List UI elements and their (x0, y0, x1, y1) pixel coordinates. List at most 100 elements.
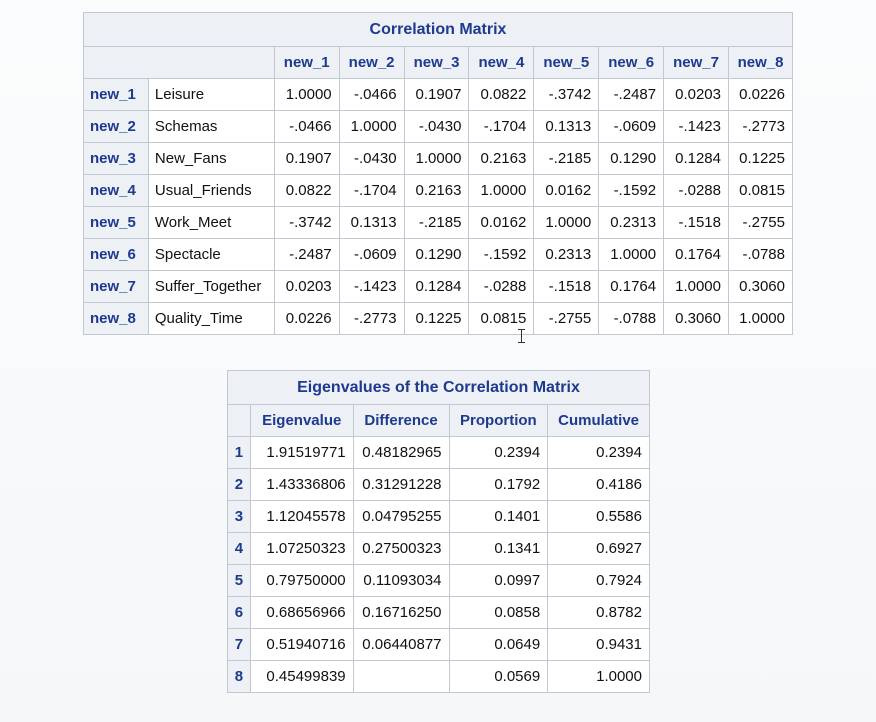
table-row: new_6 Spectacle -.2487 -.0609 0.1290 -.1592 0.… (83, 238, 793, 271)
row-number: 7 (227, 628, 251, 661)
correlation-cell: -.0788 (728, 238, 793, 271)
row-variable-id: new_6 (83, 238, 149, 271)
eigen-cell: 0.31291228 (352, 468, 450, 501)
correlation-cell: 0.1907 (273, 142, 340, 175)
eigen-cell: 0.68656966 (249, 596, 354, 629)
row-variable-label: Work_Meet (147, 206, 275, 239)
correlation-cell: -.1518 (663, 206, 729, 239)
table-row: 3 1.12045578 0.04795255 0.1401 0.5586 (227, 500, 650, 533)
correlation-cell: -.2185 (403, 206, 470, 239)
correlation-cell: 0.0226 (728, 78, 793, 111)
row-variable-id: new_7 (83, 270, 149, 303)
row-variable-label: Schemas (147, 110, 275, 143)
table-row: new_1 Leisure 1.0000 -.0466 0.1907 0.0822 -.37… (83, 78, 793, 111)
correlation-cell: 0.1313 (338, 206, 405, 239)
eigen-cell: 0.1341 (448, 532, 549, 565)
eigen-cell: 0.8782 (547, 596, 650, 629)
correlation-cell: -.0288 (468, 270, 535, 303)
eigen-cell: 1.43336806 (249, 468, 354, 501)
correlation-cell: -.1518 (533, 270, 600, 303)
row-variable-label: New_Fans (147, 142, 275, 175)
correlation-cell: -.1423 (663, 110, 729, 143)
table-row: 1 1.91519771 0.48182965 0.2394 0.2394 (227, 436, 650, 469)
eigen-cell: 0.0649 (448, 628, 549, 661)
eigen-cell: 0.06440877 (352, 628, 450, 661)
table-row: new_2 Schemas -.0466 1.0000 -.0430 -.1704 0.13… (83, 110, 793, 143)
table-row: new_5 Work_Meet -.3742 0.1313 -.2185 0.0162 1.… (83, 206, 793, 239)
correlation-cell: -.2773 (338, 302, 405, 335)
correlation-cell: 0.2163 (403, 174, 470, 207)
eigen-cell: 0.1792 (448, 468, 549, 501)
correlation-cell: 0.0822 (468, 78, 535, 111)
correlation-cell: 0.0162 (468, 206, 535, 239)
correlation-cell: 0.2313 (533, 238, 600, 271)
correlation-matrix-title: Correlation Matrix (83, 12, 793, 47)
row-number: 8 (227, 660, 251, 693)
eigen-cell: 0.7924 (547, 564, 650, 597)
eigen-cell: 0.27500323 (352, 532, 450, 565)
eigen-cell: 0.16716250 (352, 596, 450, 629)
correlation-cell: 1.0000 (533, 206, 600, 239)
column-header: Difference (352, 404, 450, 437)
corner-cell (83, 46, 275, 79)
eigen-cell: 1.91519771 (249, 436, 354, 469)
correlation-cell: 1.0000 (338, 110, 405, 143)
row-variable-id: new_4 (83, 174, 149, 207)
eigen-cell: 0.45499839 (249, 660, 354, 693)
table-row: 6 0.68656966 0.16716250 0.0858 0.8782 (227, 596, 650, 629)
correlation-cell: 1.0000 (663, 270, 729, 303)
row-number: 1 (227, 436, 251, 469)
row-variable-label: Suffer_Together (147, 270, 275, 303)
table-row: 4 1.07250323 0.27500323 0.1341 0.6927 (227, 532, 650, 565)
corner-cell (227, 404, 251, 437)
eigen-cell: 0.04795255 (352, 500, 450, 533)
eigen-cell: 0.0569 (448, 660, 549, 693)
correlation-cell: 0.1225 (728, 142, 793, 175)
eigen-cell: 1.07250323 (249, 532, 354, 565)
correlation-cell: -.3742 (533, 78, 600, 111)
correlation-cell: 1.0000 (598, 238, 665, 271)
table-row: new_7 Suffer_Together 0.0203 -.1423 0.1284 -.… (83, 270, 793, 303)
correlation-cell: -.0609 (598, 110, 665, 143)
column-header: new_7 (663, 46, 729, 79)
eigen-cell: 1.12045578 (249, 500, 354, 533)
correlation-cell: 0.1225 (403, 302, 470, 335)
eigen-cell: 0.48182965 (352, 436, 450, 469)
correlation-cell: 0.1290 (403, 238, 470, 271)
eigen-cell: 0.11093034 (352, 564, 450, 597)
table-row: 5 0.79750000 0.11093034 0.0997 0.7924 (227, 564, 650, 597)
correlation-cell: 1.0000 (403, 142, 470, 175)
correlation-cell: 0.0226 (273, 302, 340, 335)
correlation-cell: 0.1284 (663, 142, 729, 175)
correlation-cell: 1.0000 (273, 78, 340, 111)
column-header: new_5 (533, 46, 600, 79)
eigen-cell (352, 660, 450, 693)
column-header: Proportion (448, 404, 549, 437)
correlation-cell: 0.3060 (663, 302, 729, 335)
column-header: new_1 (273, 46, 340, 79)
row-number: 5 (227, 564, 251, 597)
eigenvalues-title: Eigenvalues of the Correlation Matrix (227, 370, 650, 405)
correlation-cell: 0.0203 (663, 78, 729, 111)
correlation-cell: 0.0822 (273, 174, 340, 207)
table-row: new_8 Quality_Time 0.0226 -.2773 0.1225 0.081… (83, 302, 793, 335)
row-number: 4 (227, 532, 251, 565)
column-header: new_2 (338, 46, 405, 79)
column-header: new_4 (468, 46, 535, 79)
row-number: 2 (227, 468, 251, 501)
eigen-cell: 0.1401 (448, 500, 549, 533)
table-row: 8 0.45499839 0.0569 1.0000 (227, 660, 650, 693)
correlation-cell: 0.1313 (533, 110, 600, 143)
row-variable-label: Usual_Friends (147, 174, 275, 207)
correlation-cell: 0.0815 (728, 174, 793, 207)
correlation-cell: -.2487 (598, 78, 665, 111)
correlation-cell: 0.2163 (468, 142, 535, 175)
column-header: Eigenvalue (249, 404, 354, 437)
correlation-cell: -.2773 (728, 110, 793, 143)
row-variable-label: Spectacle (147, 238, 275, 271)
row-number: 3 (227, 500, 251, 533)
correlation-matrix-table: Correlation Matrix new_1 new_2 new_3 new… (83, 12, 793, 335)
row-variable-label: Quality_Time (147, 302, 275, 335)
eigen-cell: 0.9431 (547, 628, 650, 661)
